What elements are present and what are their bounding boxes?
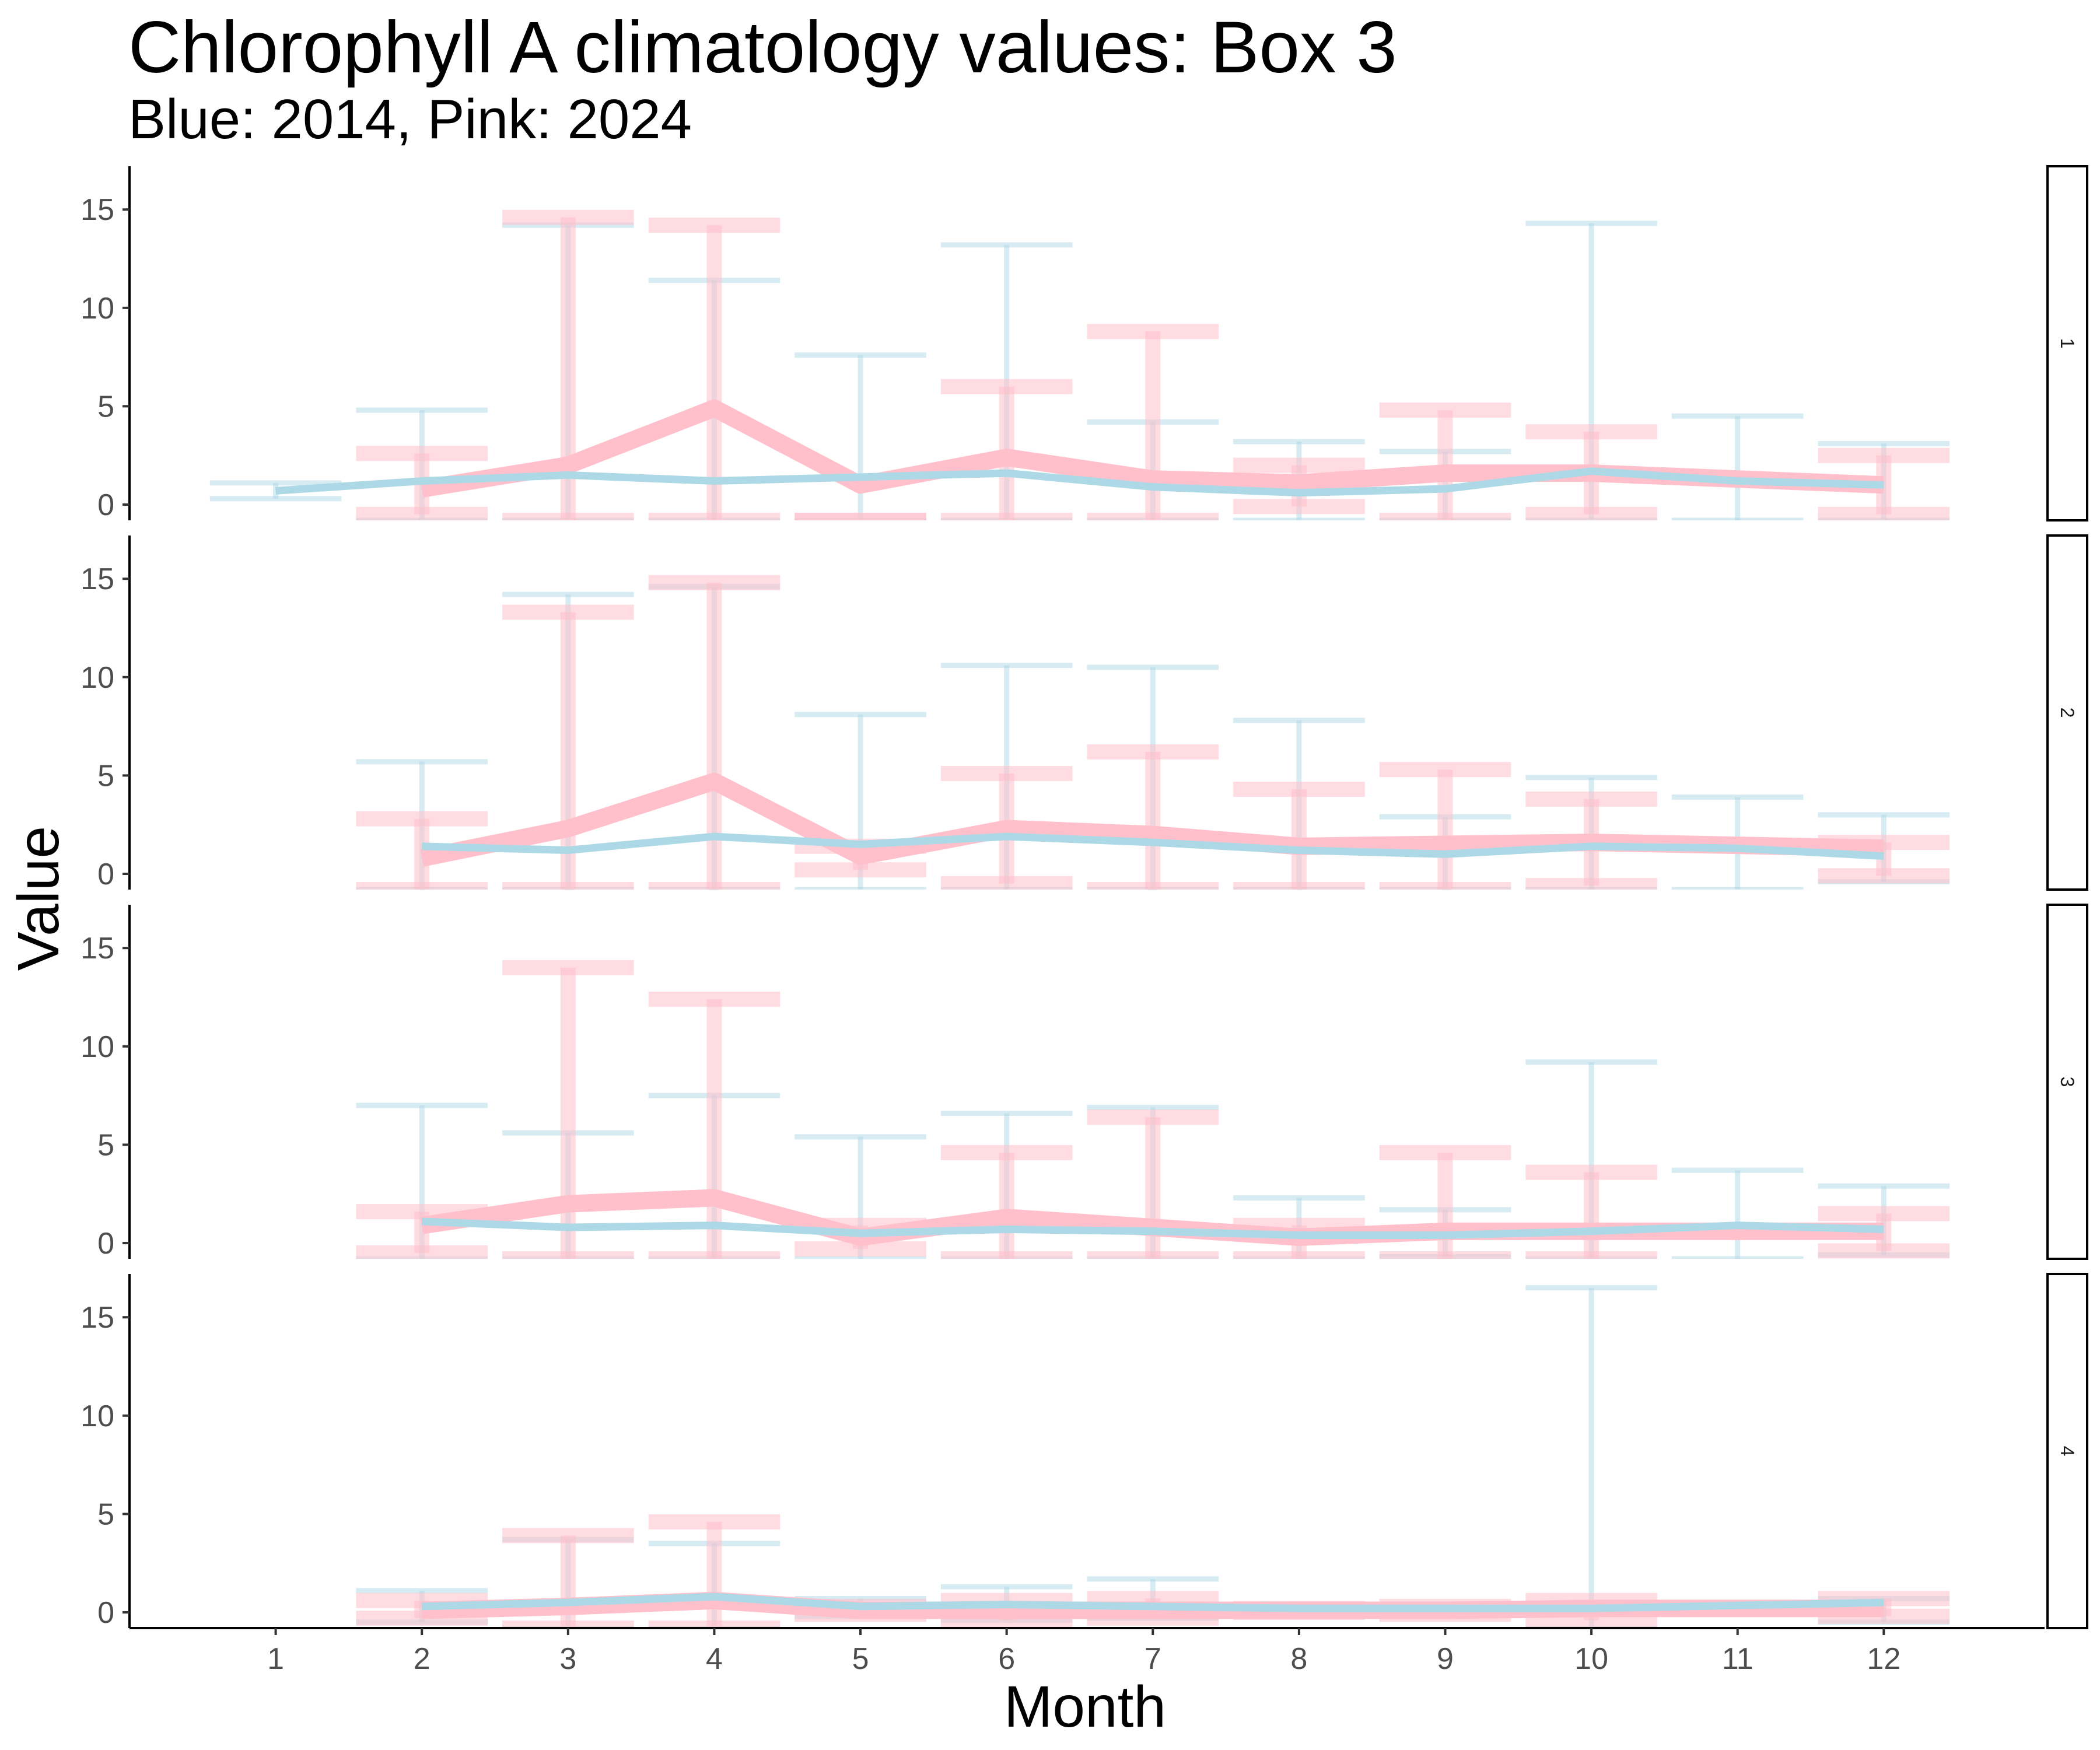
- facet-strip-label: 3: [2057, 1077, 2078, 1087]
- y-tick-label: 10: [80, 1399, 114, 1433]
- x-tick-label: 3: [559, 1642, 576, 1676]
- facet-strip-label: 1: [2057, 338, 2078, 349]
- y-tick-label: 0: [97, 488, 114, 522]
- panel-1: 0 5 10 15 1: [80, 165, 2088, 522]
- y-tick-label: 0: [97, 858, 114, 891]
- facet-strip: [2046, 165, 2088, 522]
- y-tick-label: 0: [97, 1227, 114, 1261]
- x-tick-label: 6: [998, 1642, 1015, 1676]
- y-tick-label: 5: [97, 1497, 114, 1531]
- x-tick-label: 10: [1574, 1642, 1608, 1676]
- x-tick-label: 4: [706, 1642, 723, 1676]
- x-tick-label: 2: [414, 1642, 430, 1676]
- facet-strip: [2046, 534, 2088, 891]
- mean-line-2024: [420, 399, 1884, 498]
- panel-3: 0 5 10 15 3: [80, 904, 2088, 1261]
- x-tick-label: 9: [1437, 1642, 1454, 1676]
- mean-line-2014: [275, 467, 1884, 497]
- y-axis-title: Value: [6, 826, 71, 971]
- y-tick-label: 10: [80, 1030, 114, 1064]
- y-tick-label: 15: [80, 1301, 114, 1335]
- x-tick-label: 11: [1722, 1642, 1754, 1676]
- y-tick-label: 5: [97, 759, 114, 793]
- x-tick-label: 8: [1290, 1642, 1307, 1676]
- y-tick-label: 5: [97, 390, 114, 424]
- y-tick-label: 10: [80, 661, 114, 695]
- y-tick-label: 15: [80, 562, 114, 596]
- panel-marks: [209, 209, 1950, 520]
- facet-strip-label: 4: [2057, 1446, 2078, 1457]
- panel-marks: [356, 1285, 1950, 1628]
- chart-subtitle: Blue: 2014, Pink: 2024: [128, 88, 692, 150]
- mean-line-2014: [422, 1592, 1884, 1612]
- y-tick-label: 10: [80, 292, 114, 326]
- y-tick-label: 0: [97, 1596, 114, 1630]
- panel-marks: [356, 960, 1950, 1259]
- y-tick-label: 15: [80, 932, 114, 965]
- panel-marks: [356, 575, 1950, 890]
- facet-strip: [2046, 1273, 2088, 1629]
- x-tick-label: 5: [852, 1642, 869, 1676]
- x-tick-label: 12: [1867, 1642, 1901, 1676]
- y-tick-label: 5: [97, 1128, 114, 1162]
- y-tick-label: 15: [80, 193, 114, 227]
- mean-line-2014: [422, 832, 1884, 860]
- chart-title: Chlorophyll A climatology values: Box 3: [128, 7, 1397, 88]
- mean-line-2014: [421, 1217, 1884, 1240]
- mean-line-2024: [420, 772, 1884, 867]
- x-tick-label: 7: [1144, 1642, 1161, 1676]
- facet-strip: [2046, 904, 2088, 1260]
- panel-2: 0 5 10 15 2: [80, 534, 2088, 891]
- facet-strip-label: 2: [2057, 708, 2078, 718]
- x-tick-label: 1: [267, 1642, 284, 1676]
- x-axis-title: Month: [1004, 1674, 1166, 1740]
